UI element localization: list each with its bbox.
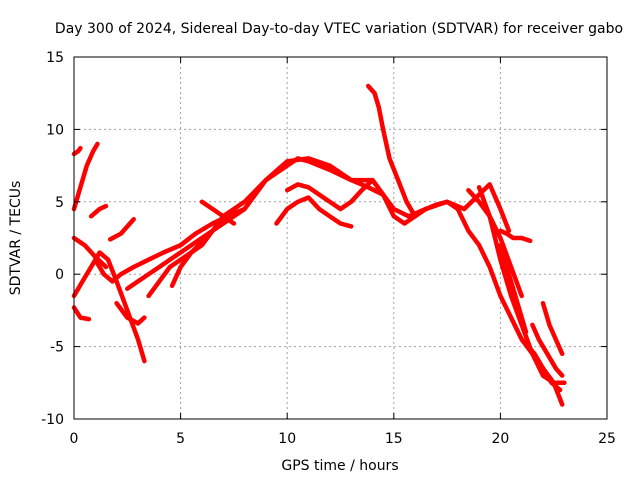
series-sat-j (125, 206, 247, 291)
data-series (71, 83, 567, 407)
series-trace (284, 177, 386, 212)
series-trace (71, 250, 147, 364)
series-sat-r (466, 187, 524, 299)
axis-ticks (73, 56, 608, 420)
series-sat-f (88, 203, 109, 219)
chart-title: Day 300 of 2024, Sidereal Day-to-day VTE… (55, 21, 623, 37)
series-trace (365, 83, 418, 219)
x-tick-label: 25 (598, 431, 616, 447)
y-axis-tick-labels: -10 -5 0 5 10 15 (41, 50, 64, 428)
series-trace (519, 337, 563, 393)
series-sat-t (498, 228, 533, 244)
series-sat-k (146, 156, 429, 299)
y-tick-label: 10 (46, 122, 64, 138)
x-tick-label: 15 (385, 431, 403, 447)
series-sat-g (107, 216, 136, 242)
series-trace (169, 240, 205, 289)
series-sat-d (71, 250, 147, 364)
series-trace (498, 242, 529, 335)
series-trace (71, 235, 109, 270)
series-sat-n (274, 195, 354, 229)
series-sat-p (365, 83, 418, 219)
series-trace (466, 187, 524, 299)
series-sat-v (530, 322, 565, 378)
series-sat-a (71, 145, 83, 157)
series-trace (125, 206, 247, 291)
series-trace (530, 322, 565, 378)
y-tick-label: 15 (46, 50, 64, 66)
plot-frame (73, 56, 608, 420)
series-trace (540, 300, 565, 357)
y-axis-label: SDTVAR / TECUs (8, 181, 24, 296)
series-sat-w (519, 337, 563, 393)
series-sat-l (169, 240, 205, 289)
y-tick-label: 5 (55, 195, 64, 211)
x-axis-tick-labels: 0 5 10 15 20 25 (70, 431, 616, 447)
series-sat-e (71, 305, 92, 322)
series-sat-c (71, 235, 109, 270)
series-trace (71, 145, 83, 157)
y-tick-label: -10 (41, 412, 64, 428)
series-trace (199, 199, 237, 226)
series-sat-x (540, 300, 565, 357)
series-trace (146, 156, 429, 299)
x-tick-label: 10 (278, 431, 296, 447)
y-tick-label: -5 (50, 340, 64, 356)
series-trace (114, 300, 147, 326)
series-sat-b (71, 141, 100, 212)
series-trace (498, 228, 533, 244)
series-trace (71, 305, 92, 322)
y-tick-label: 0 (55, 267, 64, 283)
grid-lines (74, 57, 607, 419)
series-trace (88, 203, 109, 219)
x-tick-label: 5 (176, 431, 185, 447)
x-tick-label: 20 (491, 431, 509, 447)
x-axis-label: GPS time / hours (281, 458, 398, 474)
series-sat-o (284, 177, 386, 212)
series-sat-i (114, 300, 147, 326)
series-sat-u (498, 242, 529, 335)
x-tick-label: 0 (70, 431, 79, 447)
series-trace (71, 141, 100, 212)
series-sat-m (199, 199, 237, 226)
series-trace (274, 195, 354, 229)
series-trace (107, 216, 136, 242)
